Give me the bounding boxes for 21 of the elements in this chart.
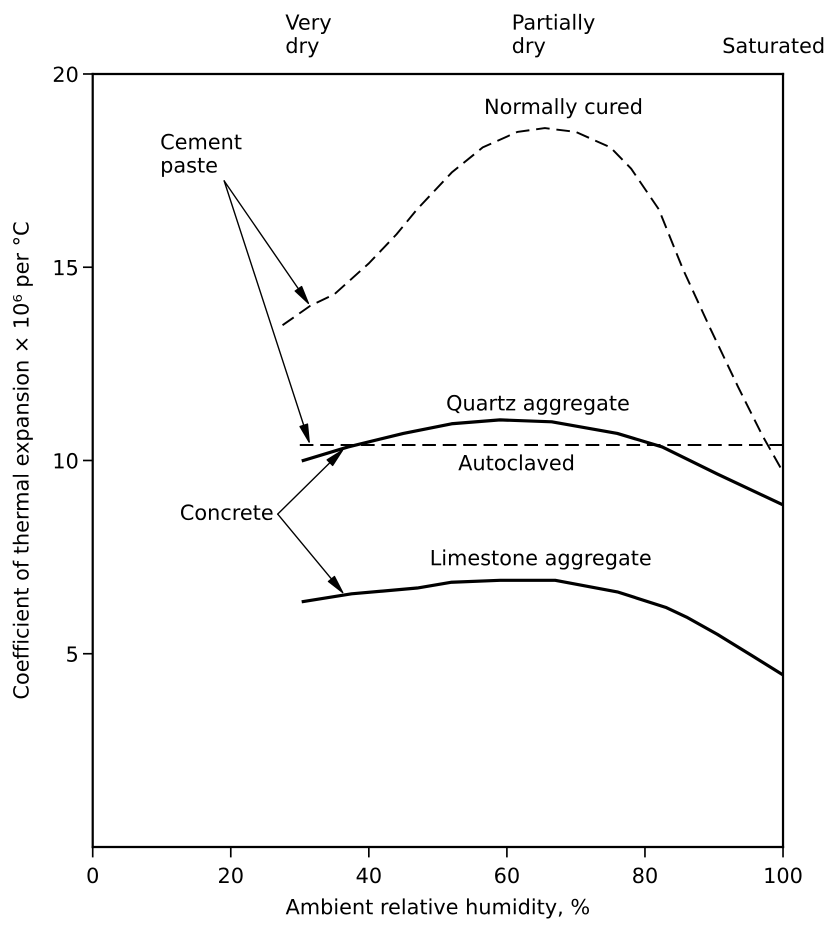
- y-tick-label: 5: [67, 646, 77, 662]
- text: Very dry: [285, 14, 332, 58]
- y-tick-label: 20: [54, 66, 78, 82]
- annotation: Cement paste: [161, 134, 242, 177]
- x-tick-label: 80: [633, 867, 657, 884]
- series-label: Normally cured: [486, 98, 642, 118]
- x-tick-label: 40: [356, 867, 381, 884]
- annotation: Concrete: [180, 504, 273, 520]
- y-tick-label: 10: [54, 452, 78, 469]
- text: Saturated: [724, 37, 824, 54]
- x-tick-label: 0: [87, 867, 98, 884]
- x-tick-label: 20: [219, 867, 243, 884]
- series-label: Autoclaved: [458, 454, 574, 471]
- y-tick-label: 15: [54, 260, 77, 276]
- x-tick-label: 100: [765, 867, 802, 884]
- text: Partially dry: [512, 14, 595, 58]
- series-label: Quartz aggregate: [447, 394, 629, 415]
- x-tick-label: 60: [495, 867, 519, 884]
- y-axis-title: Coefficient of thermal expansion × 10⁶ per °C: [12, 222, 33, 698]
- series-label: Limestone aggregate: [432, 549, 651, 570]
- x-axis-title: Ambient relative humidity, %: [286, 898, 590, 919]
